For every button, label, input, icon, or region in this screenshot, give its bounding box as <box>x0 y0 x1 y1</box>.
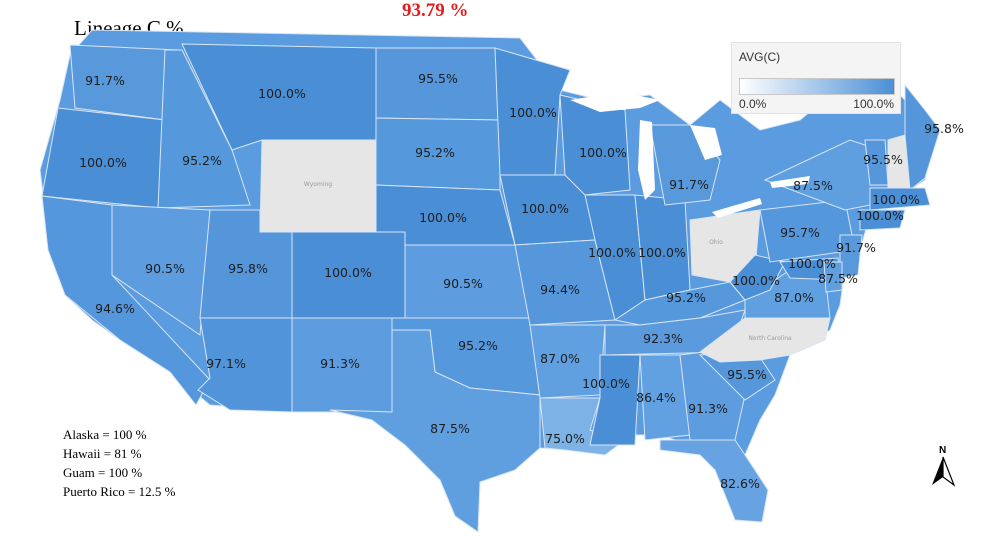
state-connecticut[interactable] <box>859 209 906 231</box>
lake-erie <box>712 198 762 218</box>
label-oklahoma: 95.2% <box>458 338 498 353</box>
label-wisconsin: 100.0% <box>579 145 627 160</box>
label-virginia: 87.0% <box>774 290 814 305</box>
state-nevada[interactable] <box>111 204 211 336</box>
label-alabama: 86.4% <box>636 390 676 405</box>
label-florida: 82.6% <box>720 476 760 491</box>
label-nevada: 90.5% <box>145 261 185 276</box>
label-indiana: 100.0% <box>638 245 686 260</box>
state-delaware[interactable] <box>823 261 843 293</box>
label-montana: 100.0% <box>258 86 306 101</box>
label-missouri: 94.4% <box>540 282 580 297</box>
note-guam: Guam = 100 % <box>63 465 143 480</box>
label-maine: 95.8% <box>924 121 964 136</box>
label-maryland: 100.0% <box>788 256 836 271</box>
label-utah: 95.8% <box>228 261 268 276</box>
territory-notes: Alaska = 100 % Hawaii = 81 % Guam = 100 … <box>63 425 175 501</box>
label-tennessee: 92.3% <box>643 331 683 346</box>
legend-title: AVG(C) <box>739 50 781 64</box>
label-massachusetts: 100.0% <box>872 192 920 207</box>
state-maine[interactable] <box>904 83 941 191</box>
label-michigan: 91.7% <box>669 177 709 192</box>
grey-label-north-carolina: North Carolina <box>748 335 792 342</box>
state-minnesota[interactable] <box>494 47 571 176</box>
label-colorado: 100.0% <box>324 265 372 280</box>
lake-ontario <box>770 176 810 188</box>
label-west-virginia: 100.0% <box>732 273 780 288</box>
label-delaware: 87.5% <box>818 271 858 286</box>
state-florida[interactable] <box>659 439 769 523</box>
label-mississippi: 100.0% <box>582 376 630 391</box>
state-mississippi[interactable] <box>589 354 641 446</box>
label-arizona: 97.1% <box>206 356 246 371</box>
label-kansas: 90.5% <box>443 276 483 291</box>
label-north-dakota: 95.5% <box>418 71 458 86</box>
state-west-virginia[interactable] <box>729 254 786 301</box>
label-california: 94.6% <box>95 301 135 316</box>
label-new-york: 87.5% <box>793 178 833 193</box>
lake-superior <box>570 92 660 112</box>
label-new-mexico: 91.3% <box>320 356 360 371</box>
label-washington: 91.7% <box>85 73 125 88</box>
label-texas: 87.5% <box>430 421 470 436</box>
label-south-carolina: 95.5% <box>727 367 767 382</box>
label-new-jersey: 91.7% <box>836 240 876 255</box>
label-nebraska: 100.0% <box>419 210 467 225</box>
label-south-dakota: 95.2% <box>415 145 455 160</box>
label-georgia: 91.3% <box>688 401 728 416</box>
state-massachusetts[interactable] <box>869 187 931 211</box>
label-vermont: 95.5% <box>863 152 903 167</box>
note-alaska: Alaska = 100 % <box>63 427 147 442</box>
north-letter: N <box>939 445 947 456</box>
label-iowa: 100.0% <box>521 201 569 216</box>
label-pennsylvania: 95.7% <box>780 225 820 240</box>
label-oregon: 100.0% <box>79 155 127 170</box>
note-puerto-rico: Puerto Rico = 12.5 % <box>63 484 176 499</box>
legend-gradient-bar <box>739 78 895 95</box>
grey-label-wyoming: Wyoming <box>304 181 332 188</box>
label-louisiana: 75.0% <box>545 431 585 446</box>
label-kentucky: 95.2% <box>666 290 706 305</box>
overall-percentage: 93.79 % <box>402 0 469 21</box>
grey-label-ohio: Ohio <box>709 239 723 246</box>
label-arkansas: 87.0% <box>540 351 580 366</box>
north-arrow-shape <box>932 456 956 487</box>
color-legend: AVG(C) 0.0% 100.0% <box>731 42 901 114</box>
note-hawaii: Hawaii = 81 % <box>63 446 142 461</box>
label-minnesota: 100.0% <box>509 105 557 120</box>
lake-michigan <box>638 120 655 200</box>
state-idaho[interactable] <box>157 49 251 209</box>
state-texas[interactable] <box>329 329 541 533</box>
legend-min-label: 0.0% <box>739 97 767 111</box>
legend-max-label: 100.0% <box>853 97 894 111</box>
label-idaho: 95.2% <box>182 153 222 168</box>
state-virginia[interactable] <box>744 269 831 319</box>
lake-huron <box>690 125 722 160</box>
label-illinois: 100.0% <box>588 245 636 260</box>
north-arrow-icon: N <box>928 445 962 491</box>
label-connecticut: 100.0% <box>856 208 904 223</box>
